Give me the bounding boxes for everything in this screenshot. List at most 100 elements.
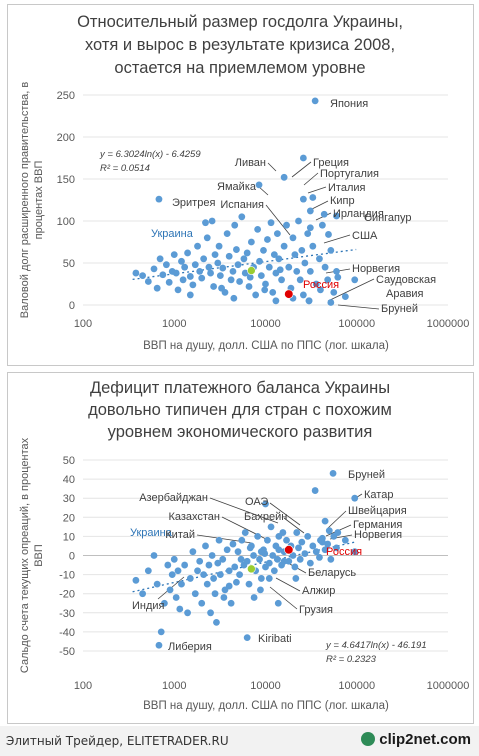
- data-point: [203, 580, 211, 588]
- country-label: Греция: [313, 157, 349, 169]
- data-point: [229, 268, 237, 275]
- data-point: [327, 247, 335, 254]
- data-point: [262, 500, 269, 508]
- country-label: ОАЭ: [245, 496, 268, 508]
- y-tick-label: 10: [63, 531, 75, 543]
- clip2net-logo-icon: [361, 732, 376, 746]
- country-label: США: [352, 230, 378, 242]
- data-point: [213, 618, 220, 626]
- x-axis-label: ВВП на душу, долл. США по ППС (лог. шкал…: [143, 340, 389, 352]
- data-point: [205, 561, 213, 569]
- leader-line: [303, 172, 319, 186]
- data-point: [245, 580, 253, 588]
- leader-line: [265, 204, 291, 236]
- data-point: [341, 536, 349, 544]
- data-point: [205, 263, 213, 271]
- leader-line: [267, 162, 277, 172]
- country-label: Kiribati: [258, 633, 292, 645]
- data-point: [311, 487, 319, 494]
- data-point: [316, 255, 323, 263]
- data-point: [292, 575, 300, 582]
- data-point: [301, 550, 309, 557]
- data-point: [234, 261, 242, 269]
- data-point: [211, 590, 219, 598]
- data-point: [219, 555, 227, 563]
- data-point: [273, 230, 281, 238]
- data-point: [196, 557, 204, 565]
- data-point: [318, 538, 326, 546]
- x-tick-label: 1000000: [427, 318, 470, 330]
- data-point: [225, 252, 233, 260]
- data-point: [261, 286, 269, 294]
- data-point: [333, 268, 340, 275]
- clip2net-logo[interactable]: clip2net.com: [361, 731, 471, 748]
- data-point: [210, 283, 218, 290]
- data-point: [279, 529, 287, 536]
- data-point: [334, 273, 342, 281]
- data-point: [329, 469, 337, 477]
- data-point: [260, 247, 267, 254]
- data-point: [270, 251, 278, 258]
- data-point: [272, 297, 280, 305]
- data-point: [262, 280, 269, 288]
- data-point: [285, 557, 293, 565]
- data-point: [276, 266, 284, 274]
- y-axis-label-line: Валовой долг расширенного правительства,…: [19, 82, 31, 319]
- data-point: [306, 268, 314, 275]
- regression-equation: R² = 0.0514: [100, 163, 150, 174]
- y-tick-label: 250: [57, 90, 75, 102]
- country-label: Бруней: [348, 469, 385, 481]
- data-point: [299, 195, 307, 203]
- data-point: [236, 278, 243, 285]
- leader-line: [337, 304, 380, 310]
- leader-line: [283, 517, 305, 534]
- x-tick-label: 1000000: [427, 680, 470, 692]
- y-axis-label-line: процентах ВВП: [33, 161, 45, 240]
- data-point: [291, 563, 299, 571]
- data-point: [321, 546, 329, 554]
- debt-scatter-chart: Относительный размер госдолга Украины, хо…: [19, 13, 470, 352]
- data-point: [178, 257, 185, 265]
- x-tick-label: 100000: [338, 318, 375, 330]
- data-point: [200, 571, 208, 578]
- data-point: [155, 641, 163, 649]
- data-point: [202, 219, 209, 227]
- data-point: [267, 523, 275, 531]
- data-point: [162, 261, 170, 269]
- chart-title-line: довольно типичен для стран с похожим: [88, 401, 392, 419]
- leader-line: [327, 510, 347, 529]
- data-point: [269, 289, 277, 296]
- data-point: [264, 236, 271, 243]
- country-label: Германия: [353, 519, 402, 531]
- data-point: [215, 536, 223, 544]
- russia-point: [284, 289, 294, 299]
- data-point: [257, 272, 265, 279]
- data-point: [223, 546, 231, 554]
- country-label: Катар: [364, 489, 393, 501]
- data-point: [321, 263, 329, 271]
- data-point: [318, 221, 326, 229]
- data-point: [270, 567, 278, 575]
- leader-line: [309, 200, 329, 211]
- data-point: [186, 291, 194, 299]
- data-point: [309, 194, 317, 201]
- data-point: [293, 529, 301, 536]
- data-point: [220, 594, 228, 601]
- data-point: [172, 594, 180, 601]
- data-point: [273, 555, 281, 563]
- data-point: [265, 559, 273, 567]
- data-point: [245, 283, 253, 290]
- ukraine-point: [247, 564, 256, 574]
- data-point: [316, 554, 323, 561]
- data-point: [351, 276, 359, 284]
- data-point: [189, 281, 197, 289]
- data-point: [181, 263, 189, 271]
- y-tick-label: 100: [57, 216, 75, 228]
- data-point: [330, 289, 338, 296]
- data-point: [291, 251, 299, 258]
- data-point: [207, 269, 214, 277]
- country-label: Беларусь: [308, 567, 356, 579]
- data-point: [243, 557, 251, 565]
- data-point: [165, 278, 173, 286]
- x-tick-label: 100: [74, 318, 92, 330]
